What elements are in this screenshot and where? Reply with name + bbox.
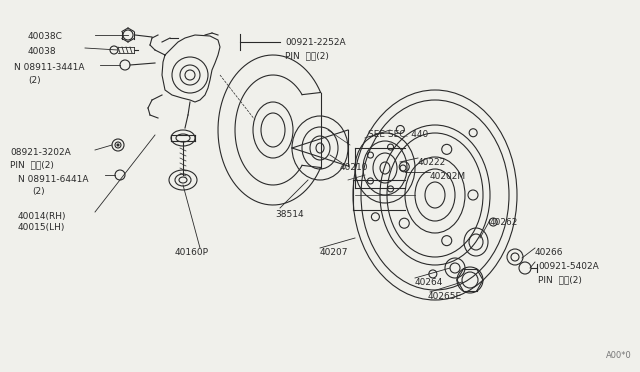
Text: 40264: 40264 xyxy=(415,278,444,287)
Text: 40014(RH): 40014(RH) xyxy=(18,212,67,221)
Text: A00*0: A00*0 xyxy=(606,351,632,360)
Text: 40262: 40262 xyxy=(490,218,518,227)
Text: 40038: 40038 xyxy=(28,47,56,56)
Text: 40207: 40207 xyxy=(320,248,349,257)
Text: 40015(LH): 40015(LH) xyxy=(18,223,65,232)
Text: (2): (2) xyxy=(32,187,45,196)
Text: SEE SEC. 440: SEE SEC. 440 xyxy=(368,130,428,139)
Text: PIN  ピン(2): PIN ピン(2) xyxy=(285,51,329,60)
Text: 40202M: 40202M xyxy=(430,172,466,181)
Text: N 08911-6441A: N 08911-6441A xyxy=(18,175,88,184)
Text: N 08911-3441A: N 08911-3441A xyxy=(14,63,84,72)
Text: (2): (2) xyxy=(28,76,40,85)
Text: 40038C: 40038C xyxy=(28,32,63,41)
Text: 40266: 40266 xyxy=(535,248,563,257)
Text: PIN  ピン(2): PIN ピン(2) xyxy=(10,160,54,169)
Text: 40160P: 40160P xyxy=(175,248,209,257)
Ellipse shape xyxy=(117,144,119,146)
Text: 00921-5402A: 00921-5402A xyxy=(538,262,599,271)
Text: 08921-3202A: 08921-3202A xyxy=(10,148,71,157)
Text: PIN  ピン(2): PIN ピン(2) xyxy=(538,275,582,284)
Text: 40265E: 40265E xyxy=(428,292,462,301)
Text: 40222: 40222 xyxy=(418,158,446,167)
Text: 38514: 38514 xyxy=(275,210,303,219)
Text: 00921-2252A: 00921-2252A xyxy=(285,38,346,47)
Text: 40210: 40210 xyxy=(340,163,369,172)
